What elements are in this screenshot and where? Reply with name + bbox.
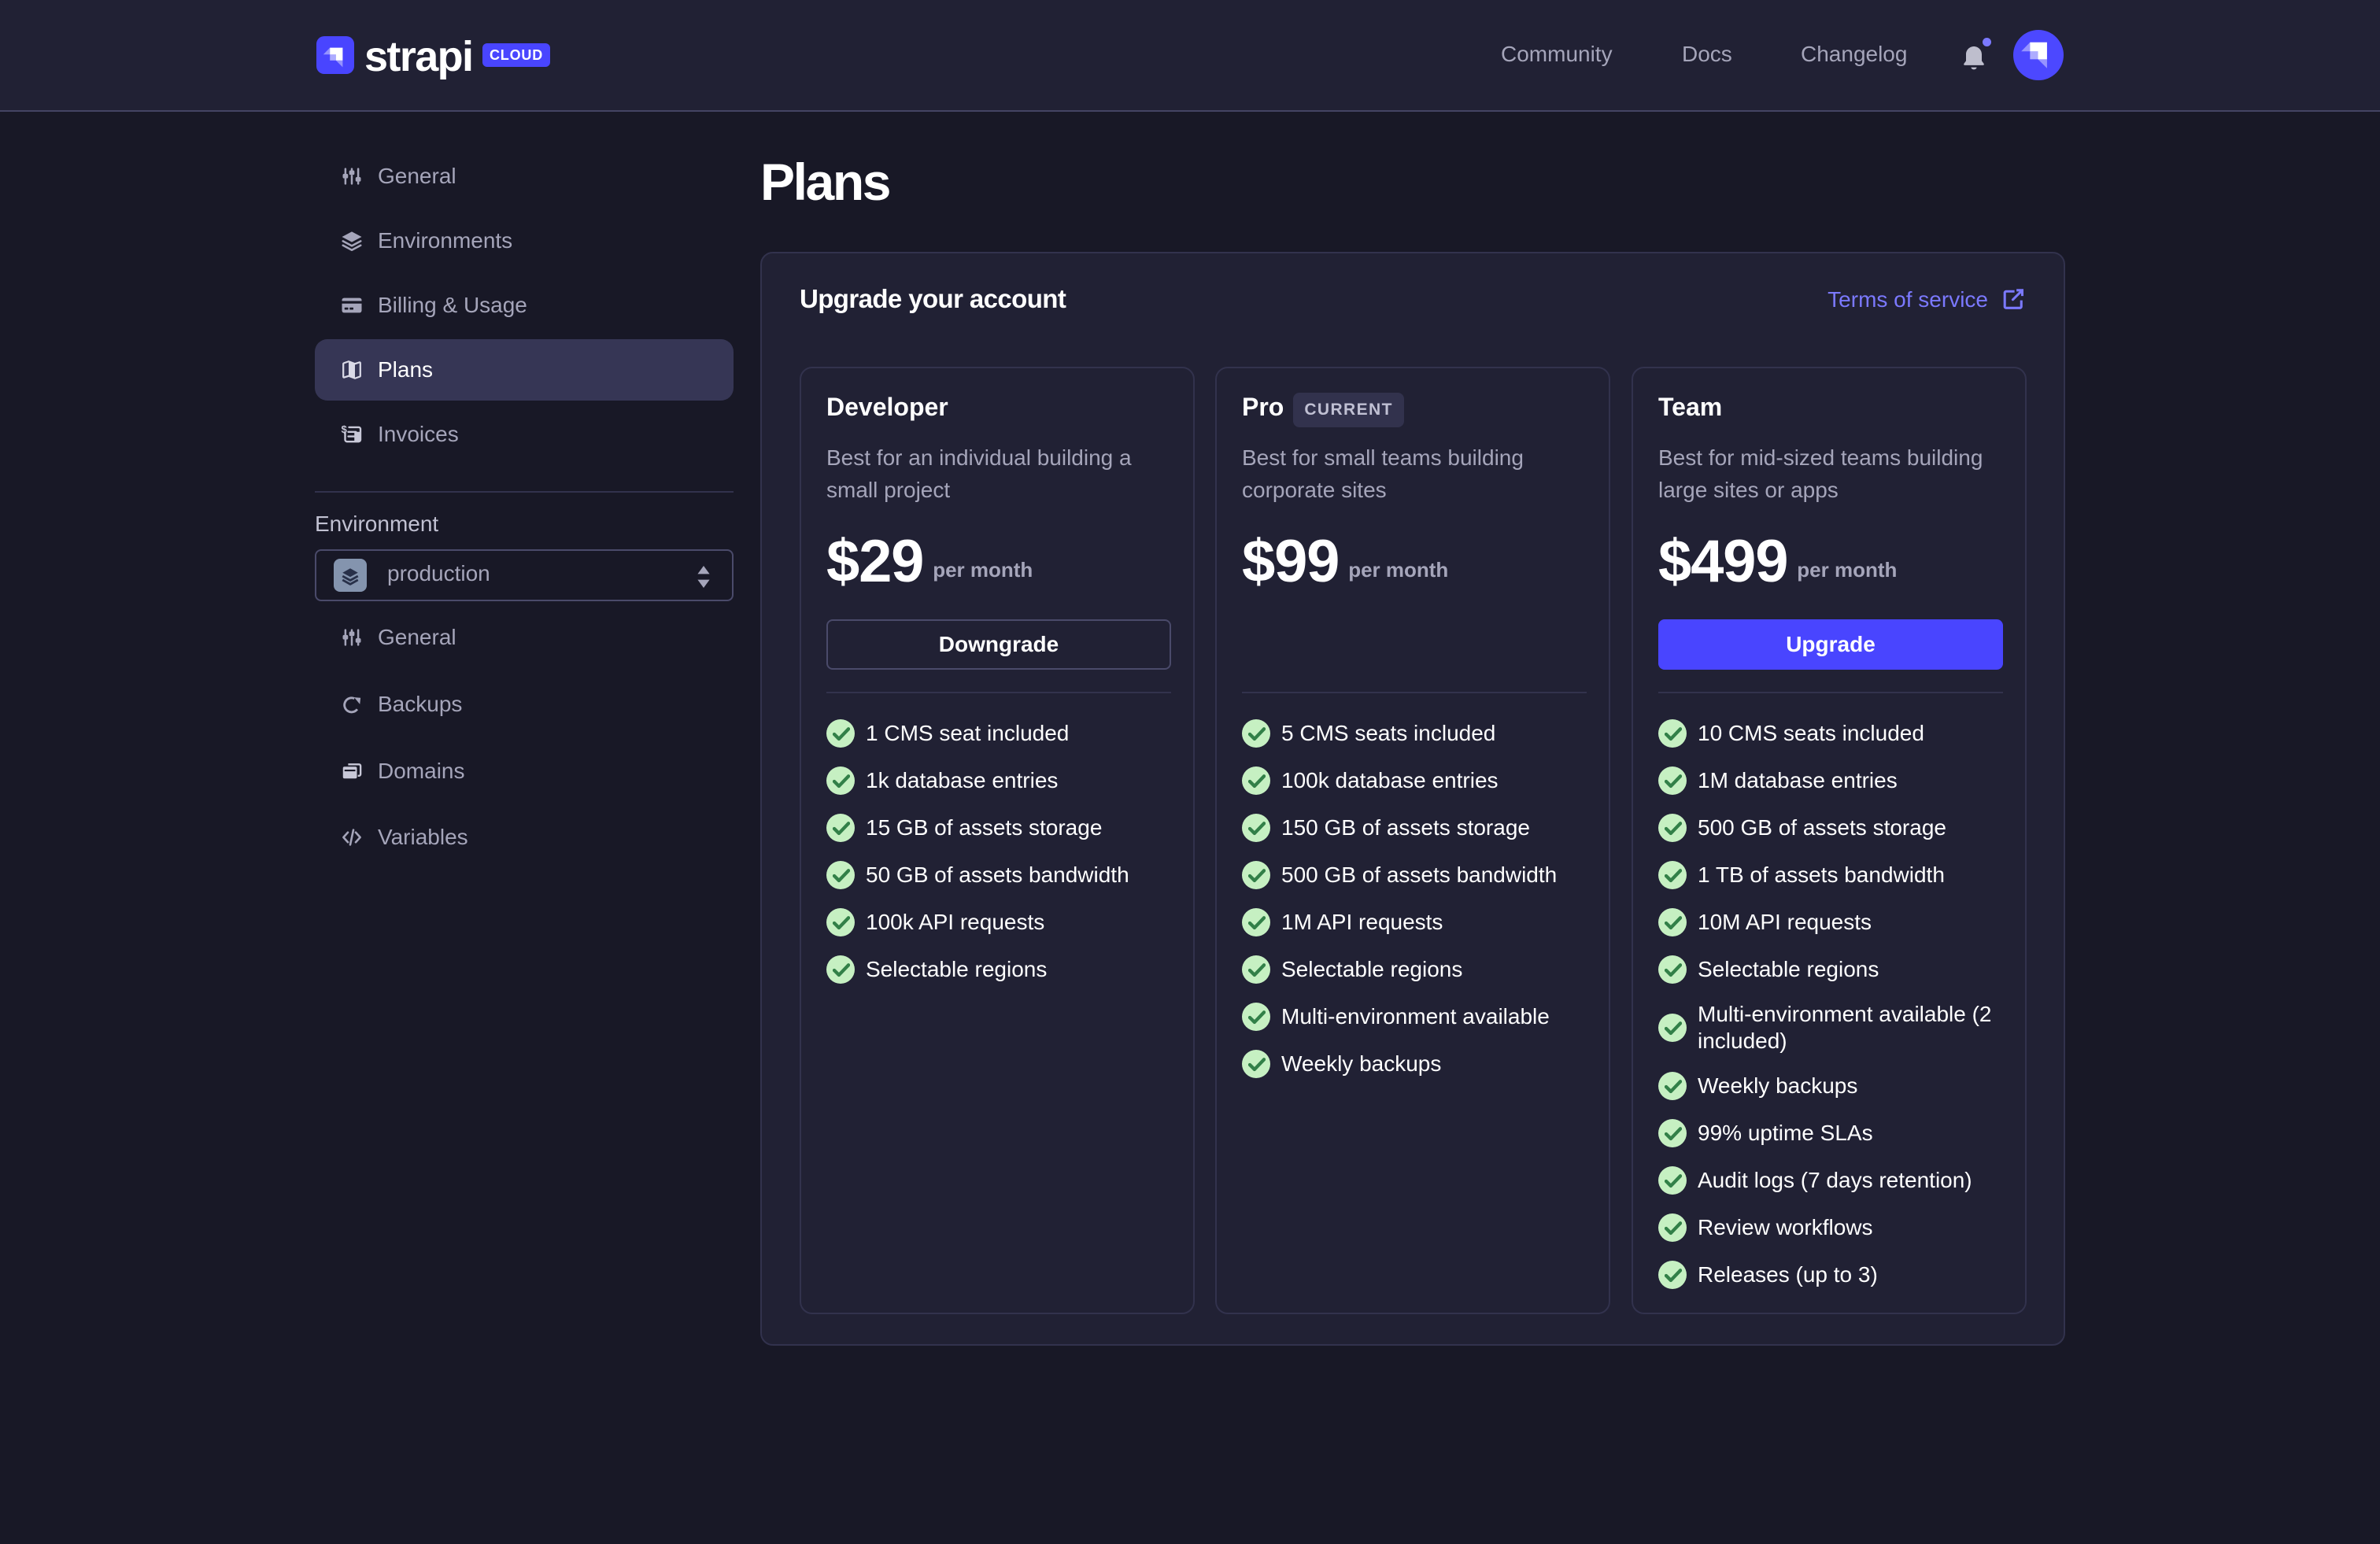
svg-text:$: $ — [342, 423, 348, 435]
